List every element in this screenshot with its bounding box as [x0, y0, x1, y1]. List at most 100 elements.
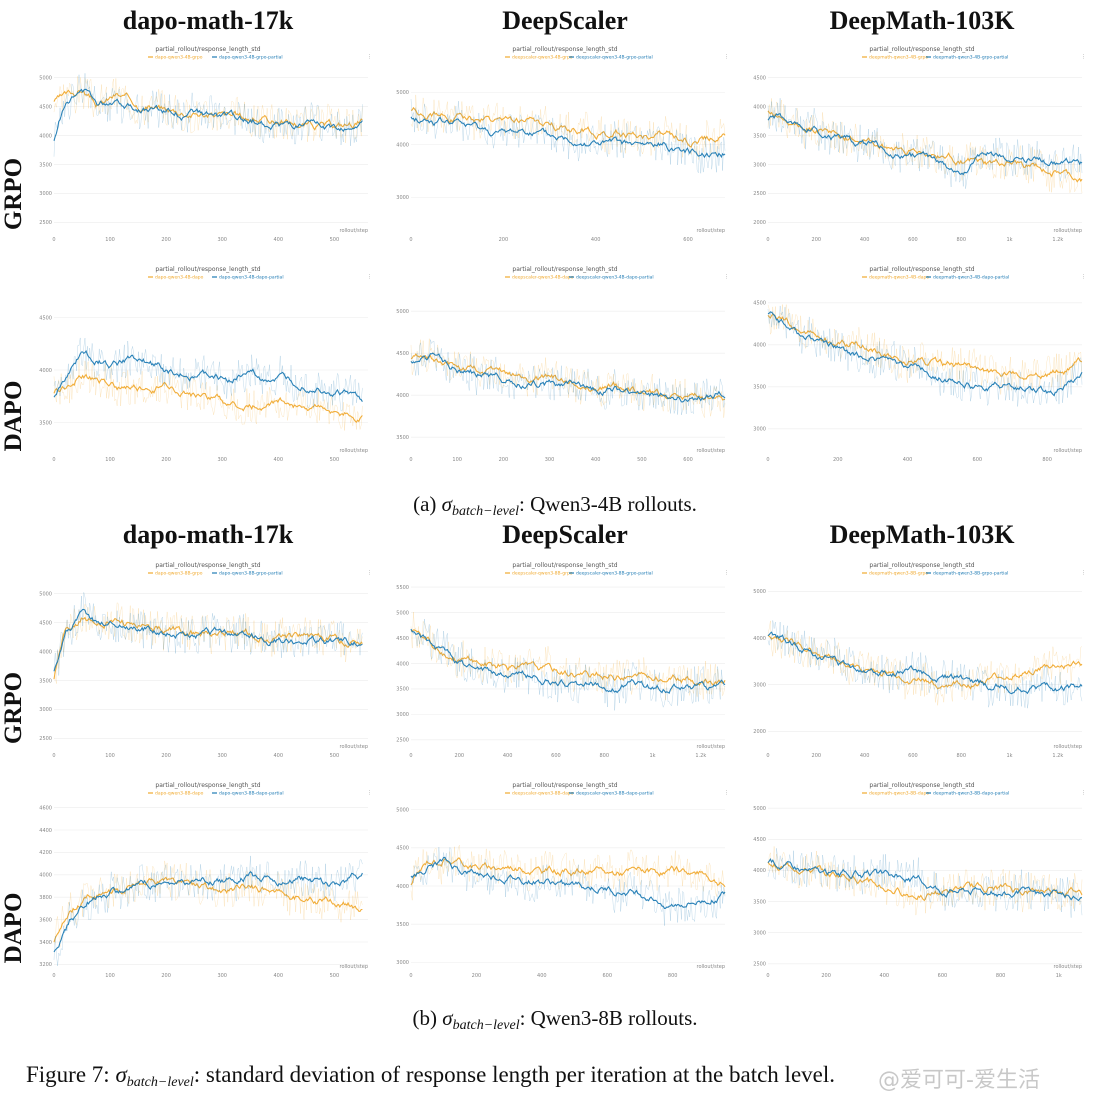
y-tick-label: 3000	[396, 712, 409, 718]
chart-panel-a-grpo-0: 2500 3000 3500 4000 4500 5000 0 100 200 300 400 500…	[39, 46, 372, 243]
x-tick-label: 0	[766, 753, 769, 759]
chart-panel-b-dapo-1: 3000 3500 4000 4500 5000 0 200 400 600 800 rollout…	[396, 782, 729, 979]
x-tick-label: 500	[330, 973, 340, 979]
series-raw-1	[767, 98, 1083, 189]
series-raw-0	[410, 611, 726, 701]
subcaption-b: (b) σbatch−level: Qwen3-8B rollouts.	[0, 1006, 1110, 1034]
series-raw-1	[410, 339, 726, 415]
x-tick-label: 200	[821, 973, 831, 979]
y-tick-label: 4000	[396, 143, 409, 149]
legend-entry: deepmath-qwen3-4B-dapo-partial	[933, 275, 1009, 281]
x-tick-label: 200	[161, 457, 171, 463]
col-title-b-2: DeepMath-103K	[829, 520, 1015, 549]
y-tick-label: 4400	[39, 828, 52, 834]
y-tick-label: 4000	[753, 868, 766, 874]
series-line-1	[767, 113, 1083, 176]
legend-entry: deepscaler-qwen3-4B-grpo	[512, 55, 573, 61]
x-axis-label: rollout/step	[697, 448, 725, 454]
col-title-b-0: dapo-math-17k	[122, 520, 294, 549]
x-tick-label: 800	[1042, 457, 1052, 463]
y-tick-label: 3200	[39, 962, 52, 968]
figure-caption: Figure 7: σbatch−level: standard deviati…	[26, 1062, 835, 1091]
y-tick-label: 2500	[39, 220, 52, 226]
panel-title: partial_rollout/response_length_std	[512, 562, 617, 569]
x-tick-label: 1k	[1056, 973, 1062, 979]
y-tick-label: 5000	[753, 589, 766, 595]
y-tick-label: 5000	[396, 90, 409, 96]
x-tick-label: 600	[602, 973, 612, 979]
x-tick-label: 200	[812, 237, 822, 243]
x-tick-label: 400	[274, 753, 284, 759]
panel-menu-icon: ⋮	[367, 274, 372, 280]
x-tick-label: 200	[499, 237, 509, 243]
x-axis-label: rollout/step	[340, 964, 368, 970]
legend-entry: deepmath-qwen3-4B-grpo	[869, 55, 928, 61]
x-axis-label: rollout/step	[1054, 448, 1082, 454]
series-raw-1	[410, 618, 726, 711]
x-tick-label: 0	[52, 973, 55, 979]
x-axis-label: rollout/step	[340, 228, 368, 234]
x-axis-label: rollout/step	[697, 744, 725, 750]
x-tick-label: 600	[938, 973, 948, 979]
x-tick-label: 300	[217, 753, 227, 759]
panel-title: partial_rollout/response_length_std	[512, 782, 617, 789]
legend-entry: deepscaler-qwen3-4B-grpo-partial	[576, 55, 653, 61]
x-tick-label: 0	[766, 973, 769, 979]
legend-entry: dapo-qwen3-4B-dapo	[155, 275, 204, 281]
y-tick-label: 4500	[39, 620, 52, 626]
x-tick-label: 0	[409, 237, 412, 243]
subcaption-b-suffix: : Qwen3-8B rollouts.	[519, 1006, 698, 1030]
y-tick-label: 4500	[396, 846, 409, 852]
y-tick-label: 5000	[396, 807, 409, 813]
legend-entry: dapo-qwen3-8B-dapo	[155, 791, 204, 797]
x-tick-label: 400	[591, 237, 601, 243]
panel-title: partial_rollout/response_length_std	[869, 46, 974, 53]
x-tick-label: 1.2k	[1052, 237, 1063, 243]
x-tick-label: 100	[105, 753, 115, 759]
subcaption-a-prefix: (a)	[413, 492, 442, 516]
series-line-1	[53, 349, 363, 402]
x-tick-label: 500	[330, 753, 340, 759]
x-tick-label: 200	[812, 753, 822, 759]
series-raw-0	[53, 357, 363, 431]
series-line-1	[767, 311, 1083, 397]
x-tick-label: 400	[591, 457, 601, 463]
legend-entry: dapo-qwen3-4B-grpo	[155, 55, 203, 61]
y-tick-label: 2000	[753, 729, 766, 735]
y-tick-label: 4000	[39, 649, 52, 655]
row-label-a-grpo: GRPO	[0, 157, 27, 231]
x-tick-label: 400	[274, 973, 284, 979]
figure-caption-prefix: Figure 7:	[26, 1062, 116, 1087]
x-tick-label: 300	[217, 237, 227, 243]
legend-entry: deepmath-qwen3-4B-dapo	[869, 275, 929, 281]
legend-entry: deepmath-qwen3-8B-dapo-partial	[933, 791, 1009, 797]
subcaption-a-suffix: : Qwen3-4B rollouts.	[519, 492, 697, 516]
y-tick-label: 3000	[753, 427, 766, 433]
series-raw-0	[767, 620, 1083, 706]
y-tick-label: 5000	[753, 806, 766, 812]
row-label-b-grpo: GRPO	[0, 671, 27, 745]
y-tick-label: 3500	[753, 385, 766, 391]
x-tick-label: 400	[903, 457, 913, 463]
x-tick-label: 0	[409, 457, 412, 463]
chart-panel-b-dapo-2: 2500 3000 3500 4000 4500 5000 0 200 400 600 800 1k r…	[753, 782, 1086, 979]
y-tick-label: 3600	[39, 917, 52, 923]
panel-title: partial_rollout/response_length_std	[155, 782, 260, 789]
y-tick-label: 3000	[39, 707, 52, 713]
y-tick-label: 4500	[753, 837, 766, 843]
y-tick-label: 3500	[39, 678, 52, 684]
x-tick-label: 0	[409, 973, 412, 979]
subcaption-a-sigma: σ	[441, 492, 453, 516]
y-tick-label: 3500	[396, 687, 409, 693]
series-raw-0	[767, 846, 1083, 916]
col-title-a-0: dapo-math-17k	[122, 6, 294, 35]
series-line-0	[53, 89, 363, 131]
x-tick-label: 200	[161, 973, 171, 979]
y-tick-label: 4500	[396, 636, 409, 642]
y-tick-label: 3000	[753, 930, 766, 936]
panel-menu-icon: ⋮	[1081, 54, 1086, 60]
y-tick-label: 2500	[39, 736, 52, 742]
x-tick-label: 200	[499, 457, 509, 463]
x-tick-label: 400	[537, 973, 547, 979]
y-tick-label: 3500	[753, 899, 766, 905]
